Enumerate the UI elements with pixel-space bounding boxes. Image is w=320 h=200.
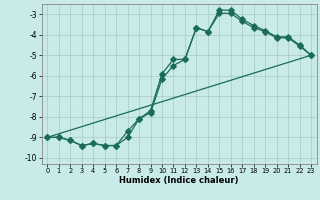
X-axis label: Humidex (Indice chaleur): Humidex (Indice chaleur) <box>119 176 239 185</box>
